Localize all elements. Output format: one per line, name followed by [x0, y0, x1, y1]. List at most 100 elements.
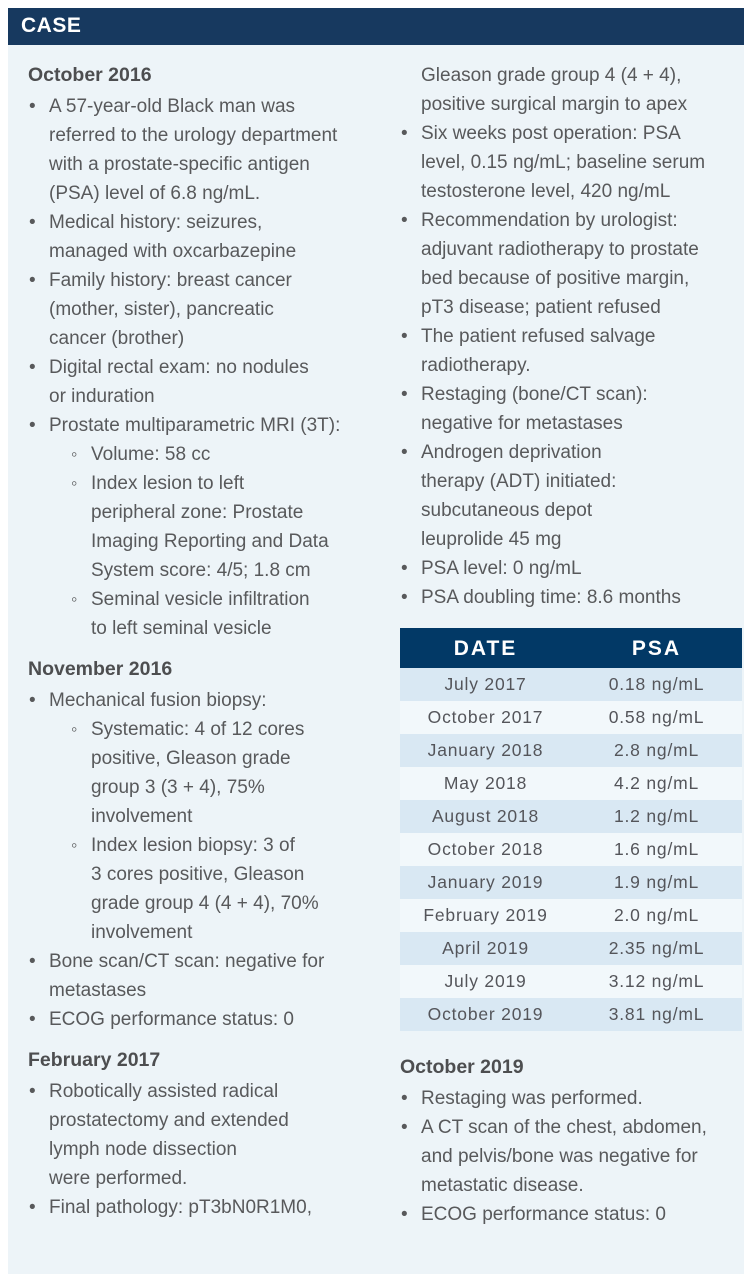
- disc-bullet-icon: •: [29, 690, 36, 711]
- bullet-item: • Bone scan/CT scan: negative for metasta…: [28, 947, 370, 1005]
- table-row: April 2019 2.35 ng/mL: [400, 932, 742, 965]
- bullet-text: Six weeks post operation: PSA level, 0.1…: [421, 123, 706, 202]
- bullet-item: • Final pathology: pT3bN0R1M0,: [28, 1193, 370, 1222]
- psa-table-column-header: PSA: [571, 628, 742, 668]
- psa-value-cell: 2.0 ng/mL: [571, 899, 742, 932]
- bullet-item: • Digital rectal exam: no nodules or indu…: [28, 353, 370, 411]
- disc-bullet-icon: •: [401, 558, 408, 579]
- circle-bullet-icon: ◦: [71, 444, 78, 464]
- bullet-text: Family history: breast cancer (mother, s…: [49, 270, 292, 349]
- psa-table-head: DATE PSA: [400, 628, 742, 668]
- disc-bullet-icon: •: [401, 123, 408, 144]
- left-column: October 2016 • A 57-year-old Black man was…: [28, 61, 370, 1229]
- disc-bullet-icon: •: [401, 326, 408, 347]
- bullet-item: • ECOG performance status: 0: [28, 1005, 370, 1034]
- bullet-text: Volume: 58 cc: [91, 444, 211, 465]
- circle-bullet-icon: ◦: [71, 473, 78, 493]
- bullet-text: Bone scan/CT scan: negative for metastas…: [49, 951, 325, 1001]
- psa-date-cell: April 2019: [400, 932, 571, 965]
- psa-date-cell: August 2018: [400, 800, 571, 833]
- sub-bullet-item: ◦ Seminal vesicle infiltration to left se…: [70, 585, 370, 643]
- sub-bullet-item: ◦ Index lesion to left peripheral zone: P…: [70, 469, 370, 585]
- bullet-text: PSA level: 0 ng/mL: [421, 558, 582, 579]
- disc-bullet-icon: •: [29, 270, 36, 291]
- bullet-text: Androgen deprivation therapy (ADT) initi…: [421, 442, 617, 550]
- bullet-text: Robotically assisted radical prostatecto…: [49, 1081, 289, 1189]
- bullet-text: Prostate multiparametric MRI (3T):: [49, 415, 341, 436]
- table-row: October 2018 1.6 ng/mL: [400, 833, 742, 866]
- disc-bullet-icon: •: [29, 415, 36, 436]
- psa-value-cell: 2.35 ng/mL: [571, 932, 742, 965]
- case-content: October 2016 • A 57-year-old Black man was…: [8, 45, 744, 1229]
- psa-table: DATE PSA July 2017 0.18 ng/mL October 2017 0…: [400, 628, 742, 1031]
- table-row: July 2019 3.12 ng/mL: [400, 965, 742, 998]
- sub-bullet-item: ◦ Volume: 58 cc: [70, 440, 370, 469]
- circle-bullet-icon: ◦: [71, 835, 78, 855]
- table-row: October 2017 0.58 ng/mL: [400, 701, 742, 734]
- table-row: August 2018 1.2 ng/mL: [400, 800, 742, 833]
- psa-date-cell: January 2018: [400, 734, 571, 767]
- psa-date-cell: May 2018: [400, 767, 571, 800]
- bullet-text: PSA doubling time: 8.6 months: [421, 587, 681, 608]
- bullet-item: • Six weeks post operation: PSA level, 0.…: [400, 119, 742, 206]
- bullet-item: • PSA doubling time: 8.6 months: [400, 583, 742, 612]
- case-panel: CASE October 2016 • A 57-year-old Black ma…: [8, 8, 744, 1274]
- bullet-item: • The patient refused salvage radiotherap…: [400, 322, 742, 380]
- bullet-item: • Restaging was performed.: [400, 1084, 742, 1113]
- psa-date-cell: October 2017: [400, 701, 571, 734]
- psa-value-cell: 1.9 ng/mL: [571, 866, 742, 899]
- psa-date-cell: October 2019: [400, 998, 571, 1031]
- disc-bullet-icon: •: [401, 442, 408, 463]
- bullet-item: • Family history: breast cancer (mother, …: [28, 266, 370, 353]
- bullet-text: Medical history: seizures, managed with …: [49, 212, 297, 262]
- disc-bullet-icon: •: [29, 212, 36, 233]
- section-heading: October 2019: [400, 1056, 524, 1078]
- bullet-text: Index lesion biopsy: 3 of 3 cores positi…: [91, 835, 319, 943]
- bullet-item: • A 57-year-old Black man was referred to…: [28, 92, 370, 208]
- table-row: January 2019 1.9 ng/mL: [400, 866, 742, 899]
- psa-date-cell: July 2017: [400, 668, 571, 701]
- circle-bullet-icon: ◦: [71, 589, 78, 609]
- bullet-item: • PSA level: 0 ng/mL: [400, 554, 742, 583]
- right-column-top: Gleason grade group 4 (4 + 4), positive …: [400, 61, 742, 612]
- disc-bullet-icon: •: [401, 384, 408, 405]
- psa-value-cell: 2.8 ng/mL: [571, 734, 742, 767]
- bullet-text: A CT scan of the chest, abdomen, and pel…: [421, 1117, 707, 1196]
- disc-bullet-icon: •: [29, 1081, 36, 1102]
- disc-bullet-icon: •: [401, 1204, 408, 1225]
- table-row: July 2017 0.18 ng/mL: [400, 668, 742, 701]
- psa-table-header-row: DATE PSA: [400, 628, 742, 668]
- bullet-item: • Prostate multiparametric MRI (3T):: [28, 411, 370, 440]
- case-title: CASE: [21, 14, 82, 37]
- disc-bullet-icon: •: [401, 210, 408, 231]
- psa-value-cell: 3.81 ng/mL: [571, 998, 742, 1031]
- section-heading: October 2016: [28, 64, 152, 86]
- case-header-bar: CASE: [8, 8, 744, 45]
- psa-date-cell: February 2019: [400, 899, 571, 932]
- disc-bullet-icon: •: [29, 357, 36, 378]
- psa-date-cell: July 2019: [400, 965, 571, 998]
- bullet-text: Digital rectal exam: no nodules or indur…: [49, 357, 309, 407]
- psa-table-column-header: DATE: [400, 628, 571, 668]
- bullet-item: • Recommendation by urologist: adjuvant r…: [400, 206, 742, 322]
- bullet-text: Index lesion to left peripheral zone: Pr…: [91, 473, 329, 581]
- psa-value-cell: 0.18 ng/mL: [571, 668, 742, 701]
- bullet-text: ECOG performance status: 0: [49, 1009, 294, 1030]
- psa-value-cell: 3.12 ng/mL: [571, 965, 742, 998]
- psa-date-cell: October 2018: [400, 833, 571, 866]
- bullet-text: Final pathology: pT3bN0R1M0,: [49, 1197, 312, 1218]
- bullet-item: • Restaging (bone/CT scan): negative for …: [400, 380, 742, 438]
- bullet-text: Seminal vesicle infiltration to left sem…: [91, 589, 310, 639]
- disc-bullet-icon: •: [29, 1009, 36, 1030]
- psa-value-cell: 4.2 ng/mL: [571, 767, 742, 800]
- bullet-text: Restaging was performed.: [421, 1088, 643, 1109]
- psa-value-cell: 0.58 ng/mL: [571, 701, 742, 734]
- disc-bullet-icon: •: [29, 96, 36, 117]
- bullet-text: Systematic: 4 of 12 cores positive, Glea…: [91, 719, 305, 827]
- sub-bullet-item: ◦ Systematic: 4 of 12 cores positive, Gle…: [70, 715, 370, 831]
- right-column: Gleason grade group 4 (4 + 4), positive …: [400, 61, 742, 1229]
- psa-table-body: July 2017 0.18 ng/mL October 2017 0.58 ng/m…: [400, 668, 742, 1031]
- psa-date-cell: January 2019: [400, 866, 571, 899]
- disc-bullet-icon: •: [29, 951, 36, 972]
- section-heading: November 2016: [28, 658, 173, 680]
